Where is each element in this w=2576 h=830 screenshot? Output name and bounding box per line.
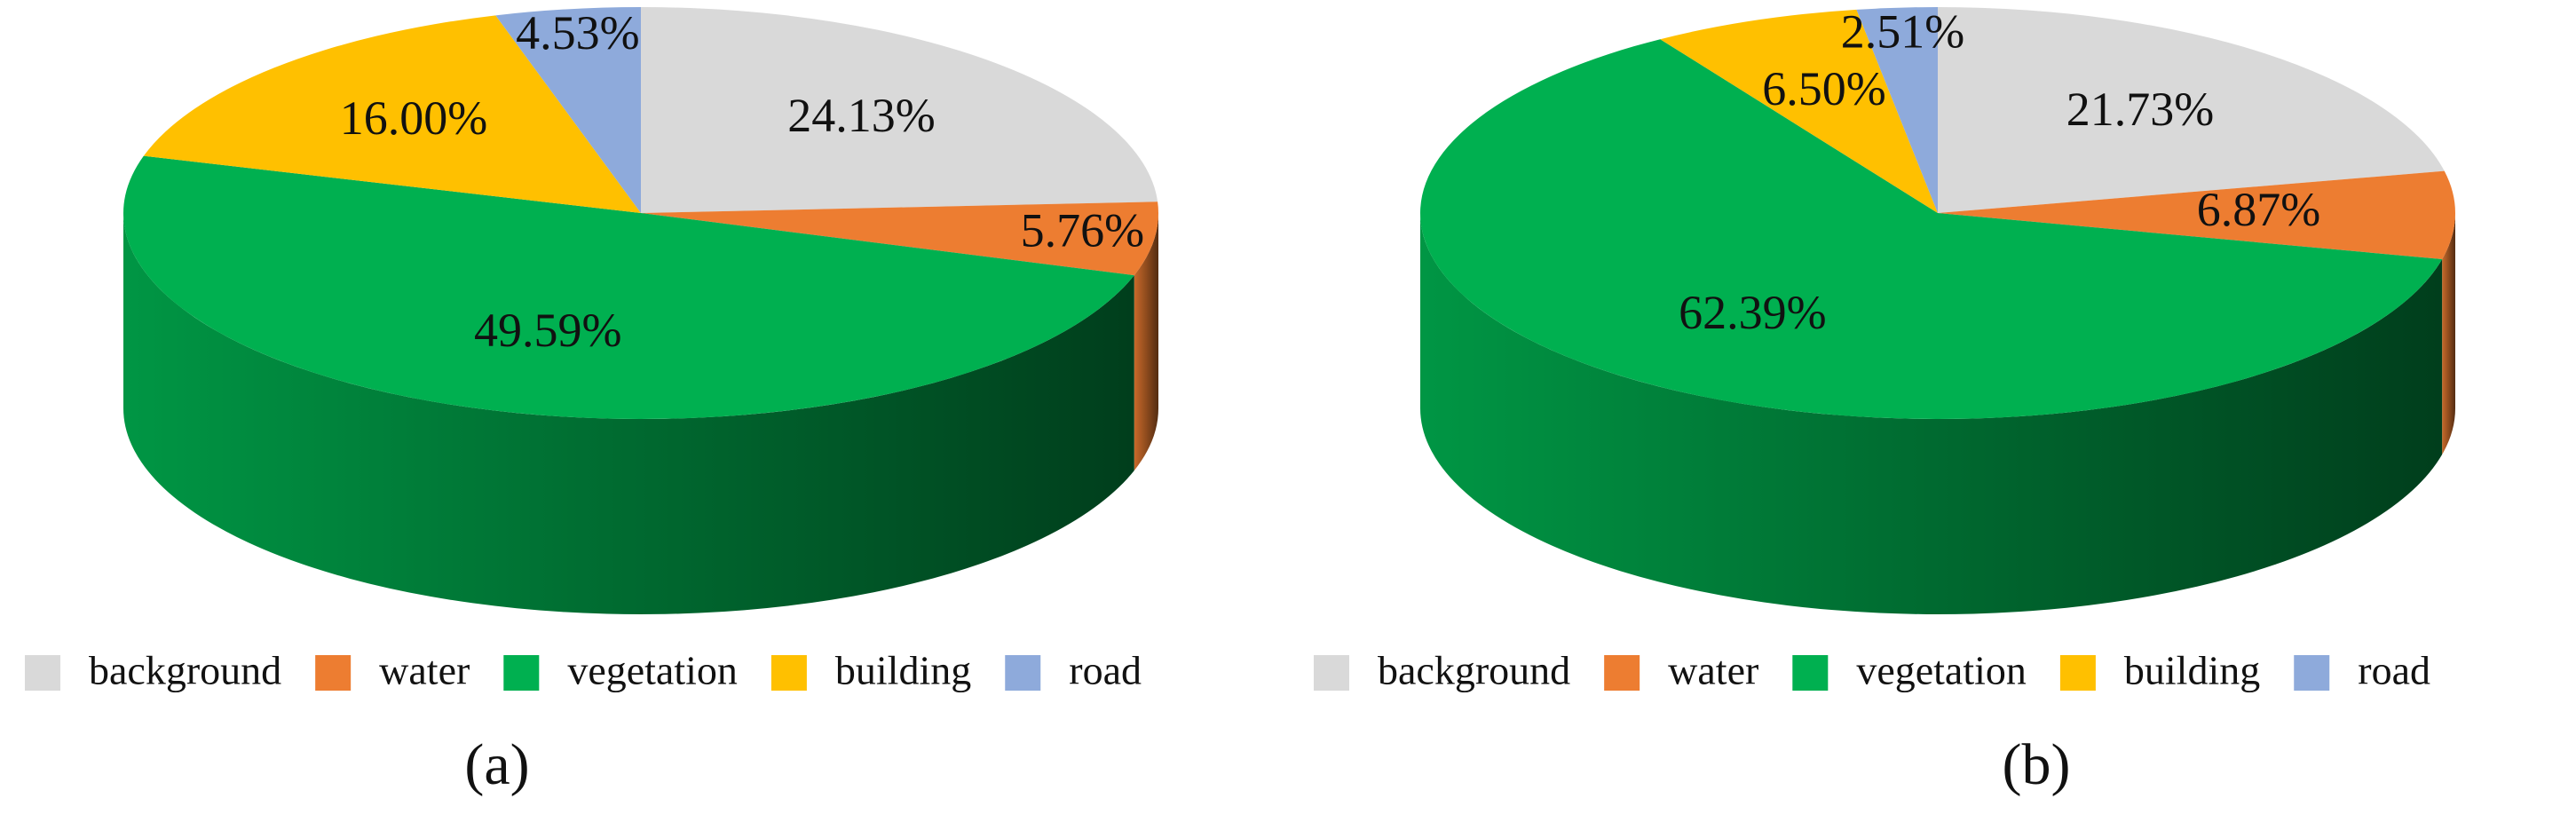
legend-label: building <box>2124 648 2260 693</box>
slice <box>1856 7 1938 213</box>
legend-swatch <box>1604 655 1640 691</box>
legend-label: road <box>1069 648 1142 693</box>
legend-swatch <box>1314 655 1349 691</box>
slice-label: 24.13% <box>787 89 935 142</box>
slice-label: 5.76% <box>1021 203 1144 257</box>
slice-label: 62.39% <box>1679 286 1826 339</box>
slice <box>1660 9 1938 214</box>
slice-label: 6.50% <box>1762 62 1885 115</box>
caption: (a) <box>464 732 529 797</box>
slice-label: 49.59% <box>474 304 621 357</box>
legend-swatch <box>1005 655 1041 691</box>
legend-swatch <box>2294 655 2330 691</box>
legend-swatch <box>503 655 540 691</box>
slice <box>143 15 642 213</box>
legend-swatch <box>315 655 352 691</box>
slice-label: 6.87% <box>2197 183 2320 236</box>
legend-swatch <box>1792 655 1829 691</box>
slice <box>123 155 1134 419</box>
slice <box>1938 7 2445 213</box>
legend-label: road <box>2358 648 2430 693</box>
slice-label: 16.00% <box>340 91 487 145</box>
legend-swatch <box>25 655 60 691</box>
legend-swatch <box>770 655 807 691</box>
legend-label: water <box>379 648 470 693</box>
slice-side <box>1420 213 2443 614</box>
legend-label: building <box>835 648 971 693</box>
legend-label: vegetation <box>567 648 738 693</box>
slice-label: 2.51% <box>1841 4 1964 58</box>
caption: (b) <box>2003 732 2071 797</box>
legend-label: background <box>89 648 281 693</box>
slice-side <box>2442 213 2455 455</box>
legend-label: vegetation <box>1856 648 2027 693</box>
legend-label: water <box>1668 648 1758 693</box>
slice <box>1938 170 2455 260</box>
legend-label: background <box>1378 648 1570 693</box>
legend-swatch <box>2059 655 2096 691</box>
slice <box>641 202 1159 276</box>
slice-side <box>123 213 1134 614</box>
slice-label: 4.53% <box>516 6 639 59</box>
slice <box>641 7 1158 213</box>
slice-label: 21.73% <box>2066 83 2214 136</box>
slice-side <box>1134 213 1158 471</box>
slice <box>1419 39 2443 420</box>
slice <box>495 7 641 213</box>
